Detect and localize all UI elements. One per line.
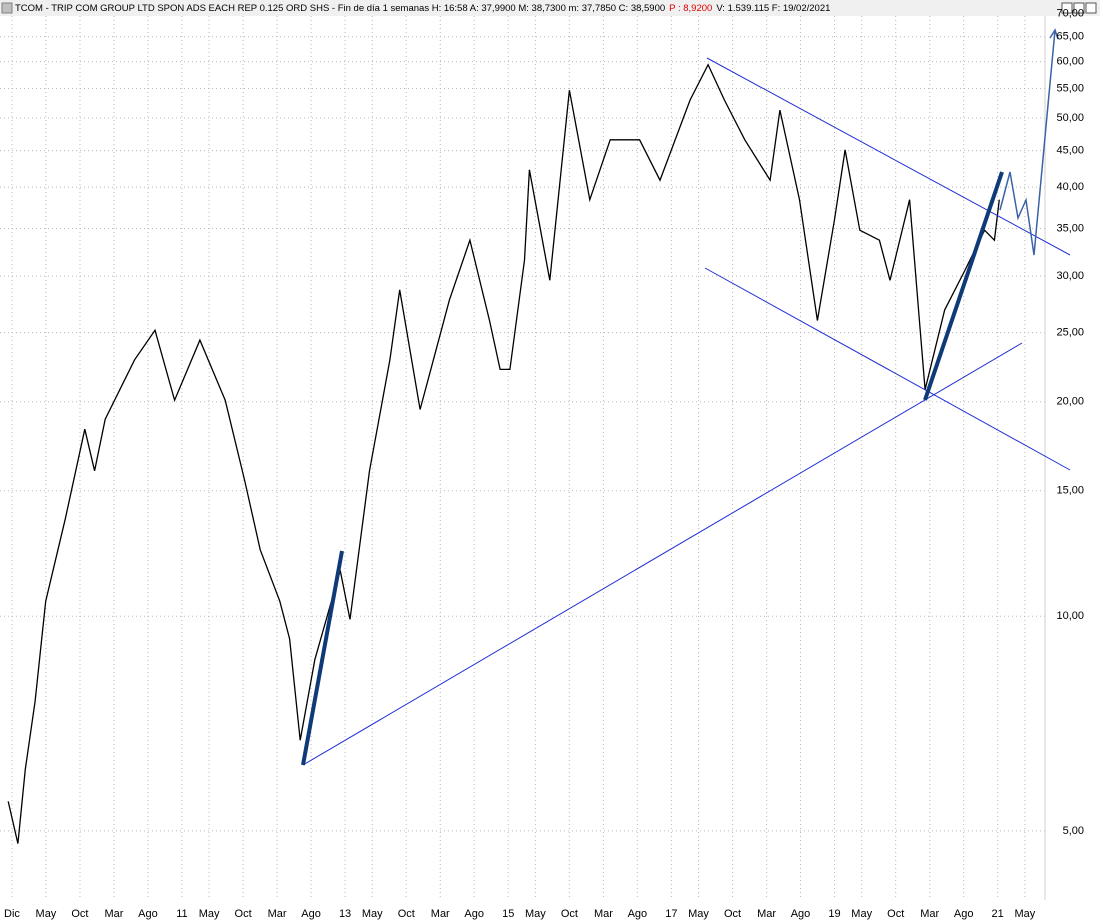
- x-tick-label: Oct: [561, 908, 578, 920]
- x-tick-label: Oct: [71, 908, 88, 920]
- x-tick-label: Ago: [138, 908, 158, 920]
- icon[interactable]: [1, 2, 13, 14]
- x-tick-label: Mar: [757, 908, 776, 920]
- header-p: P : 8,9200: [669, 3, 712, 14]
- y-tick-label: 45,00: [1056, 145, 1084, 157]
- window-buttons: [1061, 2, 1097, 14]
- projection-path: [999, 29, 1056, 256]
- price-line: [7, 63, 1000, 844]
- y-tick-label: 30,00: [1056, 270, 1084, 282]
- x-tick-label: Ago: [954, 908, 974, 920]
- projection-arrow: [1049, 28, 1059, 40]
- y-tick-label: 55,00: [1056, 82, 1084, 94]
- x-tick-label: Mar: [268, 908, 287, 920]
- x-tick-label: May: [36, 908, 57, 920]
- y-tick-label: 65,00: [1056, 31, 1084, 43]
- support-line: [302, 342, 1023, 766]
- y-tick-label: 50,00: [1056, 112, 1084, 124]
- x-tick-label: Ago: [628, 908, 648, 920]
- x-tick-label: 13: [339, 908, 351, 920]
- plot-area: [0, 13, 1046, 900]
- y-tick-label: 25,00: [1056, 327, 1084, 339]
- x-tick-label: 17: [665, 908, 677, 920]
- x-tick-label: Dic: [4, 908, 20, 920]
- y-tick-label: 60,00: [1056, 55, 1084, 67]
- header-bar: [0, 0, 1100, 16]
- y-tick-label: 10,00: [1056, 610, 1084, 622]
- x-tick-label: Mar: [431, 908, 450, 920]
- x-tick-label: Mar: [920, 908, 939, 920]
- y-tick-label: 15,00: [1056, 485, 1084, 497]
- x-tick-label: Oct: [398, 908, 415, 920]
- x-tick-label: 19: [828, 908, 840, 920]
- maximize-button[interactable]: [1073, 2, 1085, 14]
- header-date: V: 1.539.115 F: 19/02/2021: [716, 3, 830, 14]
- impulse-line: [301, 550, 344, 766]
- header-text: TCOM - TRIP COM GROUP LTD SPON ADS EACH …: [15, 3, 830, 14]
- x-tick-label: 11: [176, 908, 187, 920]
- x-tick-label: Ago: [301, 908, 321, 920]
- x-tick-label: 15: [502, 908, 514, 920]
- x-tick-label: May: [362, 908, 383, 920]
- minimize-button[interactable]: [1061, 2, 1073, 14]
- y-tick-label: 40,00: [1056, 181, 1084, 193]
- x-tick-label: Mar: [594, 908, 613, 920]
- header-info: TCOM - TRIP COM GROUP LTD SPON ADS EACH …: [15, 3, 665, 14]
- x-tick-label: May: [851, 908, 872, 920]
- x-tick-label: Oct: [887, 908, 904, 920]
- x-tick-label: Mar: [104, 908, 123, 920]
- channel-lower: [704, 267, 1071, 471]
- x-tick-label: May: [525, 908, 546, 920]
- x-tick-label: May: [688, 908, 709, 920]
- x-tick-label: Oct: [235, 908, 252, 920]
- x-tick-label: May: [1014, 908, 1035, 920]
- y-tick-label: 70,00: [1056, 8, 1084, 20]
- x-tick-label: May: [199, 908, 220, 920]
- y-tick-label: 5,00: [1063, 825, 1084, 837]
- x-tick-label: Ago: [791, 908, 811, 920]
- close-button[interactable]: [1085, 2, 1097, 14]
- y-tick-label: 20,00: [1056, 396, 1084, 408]
- x-tick-label: 21: [992, 908, 1004, 920]
- x-tick-label: Ago: [464, 908, 484, 920]
- channel-upper: [706, 57, 1071, 256]
- x-tick-label: Oct: [724, 908, 741, 920]
- impulse-line: [923, 171, 1004, 401]
- y-tick-label: 35,00: [1056, 222, 1084, 234]
